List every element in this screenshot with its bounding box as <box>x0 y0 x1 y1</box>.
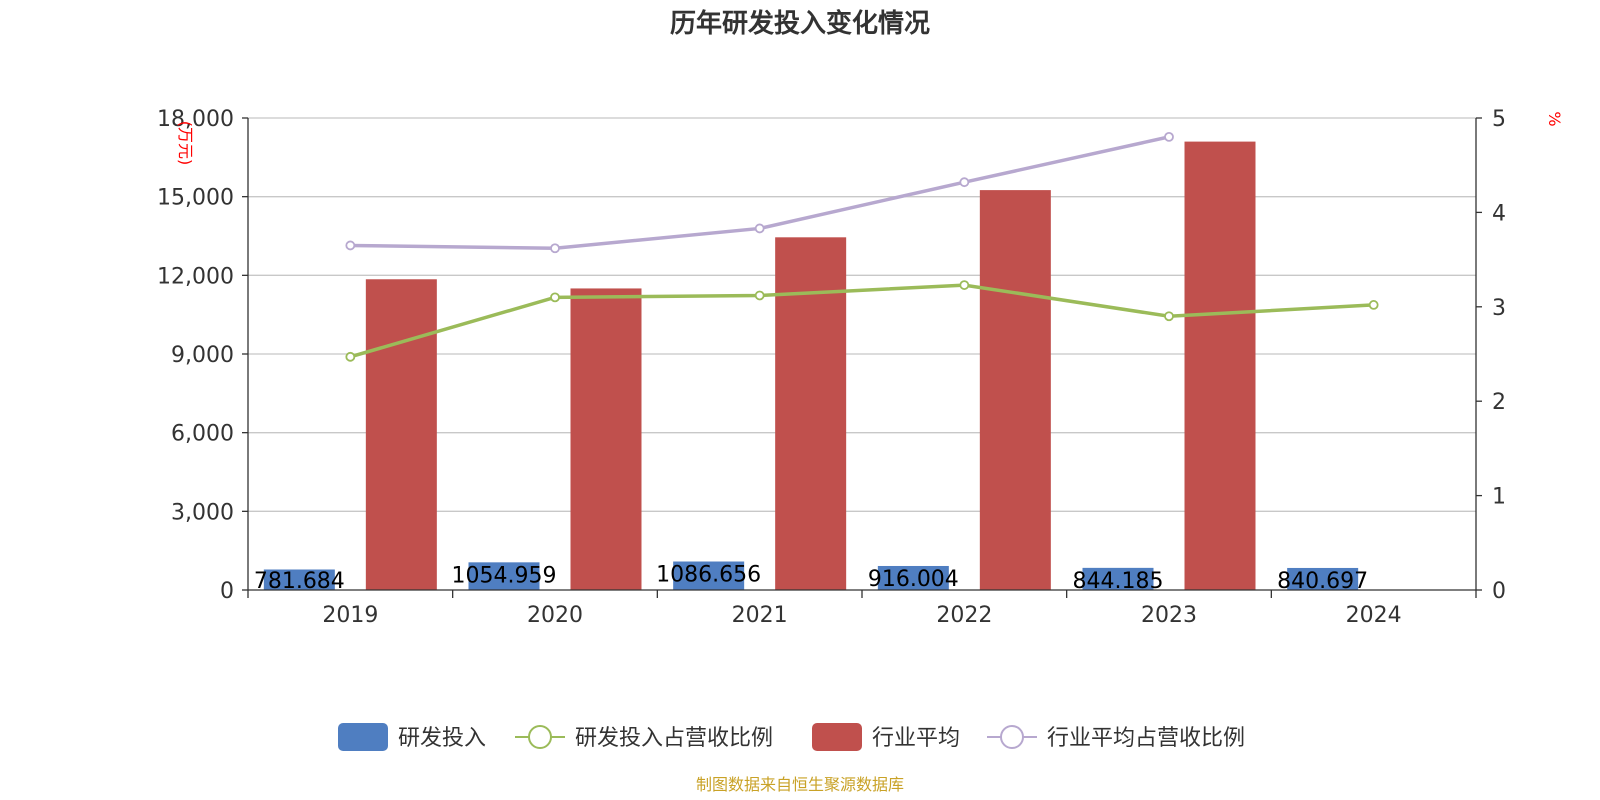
y-right-tick-label: 3 <box>1492 296 1506 321</box>
x-tick-label: 2022 <box>936 603 992 628</box>
bar-研发投入 <box>877 565 949 590</box>
point-行业平均占营收比例 <box>754 223 765 234</box>
legend-swatch <box>338 723 388 751</box>
x-tick-label: 2019 <box>322 603 378 628</box>
x-tick-label: 2024 <box>1346 603 1402 628</box>
y-left-tick-label: 0 <box>220 579 234 604</box>
y-left-tick-label: 12,000 <box>157 264 234 289</box>
y-right-tick-label: 2 <box>1492 390 1506 415</box>
y-left-tick-label: 6,000 <box>171 422 234 447</box>
legend-item[interactable]: 行业平均 <box>812 723 960 751</box>
bars <box>263 141 1359 591</box>
point-研发投入占营收比例 <box>754 290 765 301</box>
bar-行业平均 <box>775 237 847 591</box>
y-left-tick-label: 9,000 <box>171 343 234 368</box>
axes: 0 3,000 6,000 9,000 12,000 15,000 18,000 0 1 2 3 4 5… <box>157 107 1564 628</box>
legend-label: 行业平均 <box>872 726 960 751</box>
source-note: 制图数据来自恒生聚源数据库 <box>696 775 904 794</box>
point-研发投入占营收比例 <box>1368 300 1379 310</box>
bar-行业平均 <box>1184 141 1256 590</box>
point-研发投入占营收比例 <box>1164 311 1174 322</box>
bar-研发投入 <box>673 561 745 590</box>
point-研发投入占营收比例 <box>345 351 356 362</box>
bar-行业平均 <box>365 279 437 590</box>
legend-item[interactable]: 行业平均占营收比例 <box>987 725 1245 751</box>
bar-研发投入 <box>1082 567 1154 590</box>
bar-行业平均 <box>979 190 1051 590</box>
bar-value-label: 1086.656 <box>656 563 761 588</box>
point-研发投入占营收比例 <box>959 280 970 290</box>
point-行业平均占营收比例 <box>959 177 970 188</box>
bar-value-label: 844.185 <box>1073 569 1164 594</box>
bar-value-label: 840.697 <box>1277 569 1368 594</box>
legend-item[interactable]: 研发投入 <box>338 723 486 751</box>
y-right-tick-label: 5 <box>1492 107 1506 132</box>
bar-value-label: 1054.959 <box>452 563 557 588</box>
legend-item[interactable]: 研发投入占营收比例 <box>515 725 773 751</box>
bar-研发投入 <box>468 562 540 590</box>
y-left-tick-label: 15,000 <box>157 186 234 211</box>
y-left-tick-label: 3,000 <box>171 500 234 525</box>
data-labels: 781.684 1054.959 1086.656 916.004 844.185 840… <box>254 563 1368 594</box>
legend-label: 研发投入占营收比例 <box>575 726 773 751</box>
legend-swatch <box>812 723 862 751</box>
y-left-tick-label: 18,000 <box>157 107 234 132</box>
y-right-tick-label: 4 <box>1492 201 1506 226</box>
grid <box>248 117 1476 512</box>
point-行业平均占营收比例 <box>1164 131 1174 142</box>
legend[interactable]: 研发投入 研发投入占营收比例 行业平均 行业平均占营收比例 <box>338 723 1245 751</box>
bar-value-label: 916.004 <box>868 567 959 592</box>
legend-label: 研发投入 <box>398 726 486 751</box>
x-tick-label: 2020 <box>527 603 583 628</box>
y-right-tick-label: 0 <box>1492 579 1506 604</box>
x-tick-label: 2023 <box>1141 603 1197 628</box>
lines <box>345 131 1379 362</box>
line-研发投入占营收比例 <box>349 283 1374 359</box>
bar-研发投入 <box>1287 567 1359 590</box>
legend-label: 行业平均占营收比例 <box>1047 726 1245 751</box>
x-tick-label: 2021 <box>732 603 788 628</box>
y-right-tick-label: 1 <box>1492 485 1506 510</box>
chart-title: 历年研发投入变化情况 <box>670 8 930 39</box>
point-行业平均占营收比例 <box>345 240 356 251</box>
point-行业平均占营收比例 <box>550 243 560 254</box>
y-right-unit: % <box>1545 111 1564 126</box>
y-left-unit: (万元) <box>176 121 195 166</box>
bar-value-label: 781.684 <box>254 569 345 594</box>
legend-swatch-marker <box>528 725 552 749</box>
point-研发投入占营收比例 <box>550 292 560 303</box>
legend-swatch-marker <box>1000 725 1024 749</box>
bar-研发投入 <box>263 569 335 590</box>
bar-行业平均 <box>570 288 642 590</box>
